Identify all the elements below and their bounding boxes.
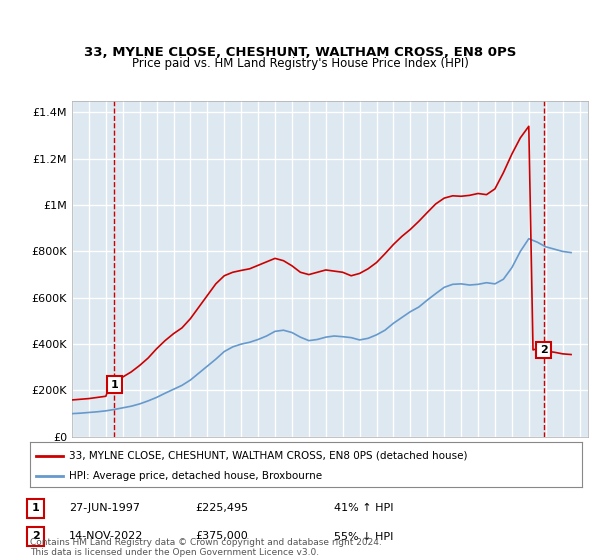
Text: HPI: Average price, detached house, Broxbourne: HPI: Average price, detached house, Brox… bbox=[68, 471, 322, 481]
Text: 14-NOV-2022: 14-NOV-2022 bbox=[68, 531, 143, 542]
Text: £225,495: £225,495 bbox=[196, 503, 249, 514]
Text: 1: 1 bbox=[110, 380, 118, 390]
Text: 33, MYLNE CLOSE, CHESHUNT, WALTHAM CROSS, EN8 0PS (detached house): 33, MYLNE CLOSE, CHESHUNT, WALTHAM CROSS… bbox=[68, 451, 467, 461]
Text: 1: 1 bbox=[32, 503, 40, 514]
Text: Contains HM Land Registry data © Crown copyright and database right 2024.
This d: Contains HM Land Registry data © Crown c… bbox=[30, 538, 382, 557]
Text: £375,000: £375,000 bbox=[196, 531, 248, 542]
Text: 55% ↓ HPI: 55% ↓ HPI bbox=[334, 531, 393, 542]
Text: 33, MYLNE CLOSE, CHESHUNT, WALTHAM CROSS, EN8 0PS: 33, MYLNE CLOSE, CHESHUNT, WALTHAM CROSS… bbox=[84, 46, 516, 59]
Text: 2: 2 bbox=[32, 531, 40, 542]
Text: 27-JUN-1997: 27-JUN-1997 bbox=[68, 503, 140, 514]
Text: 41% ↑ HPI: 41% ↑ HPI bbox=[334, 503, 393, 514]
Text: 2: 2 bbox=[540, 345, 547, 355]
Text: Price paid vs. HM Land Registry's House Price Index (HPI): Price paid vs. HM Land Registry's House … bbox=[131, 57, 469, 70]
